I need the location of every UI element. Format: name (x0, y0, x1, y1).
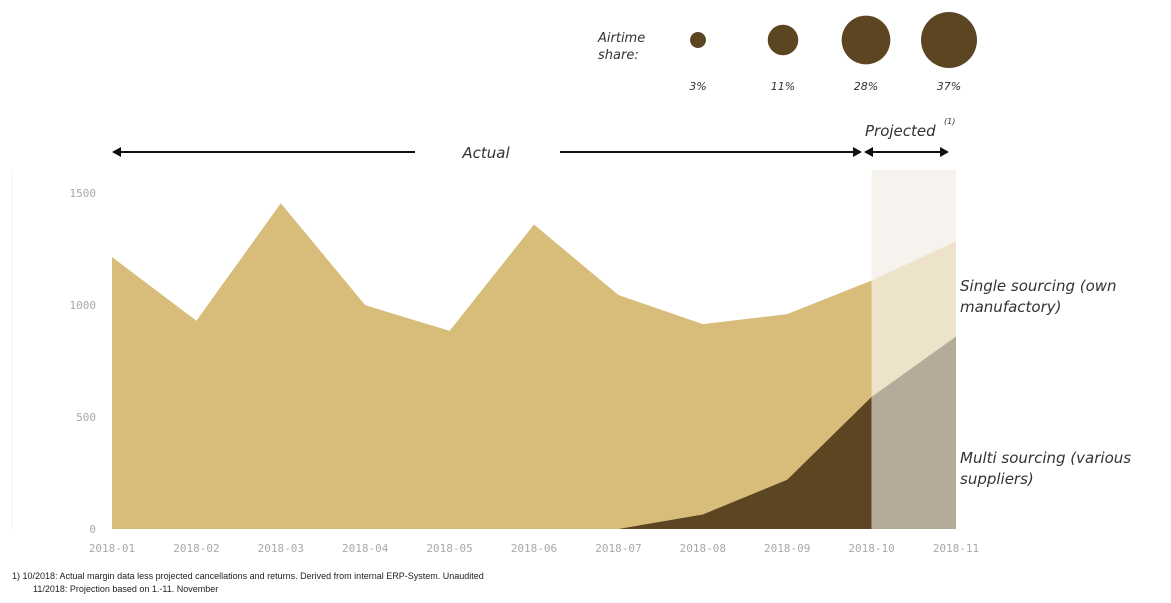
projected-footnote-marker: (1) (944, 117, 955, 126)
x-tick-label: 2018-10 (848, 542, 894, 555)
y-tick-label: 1000 (70, 299, 97, 312)
x-tick-label: 2018-03 (258, 542, 304, 555)
footnote-line2: 11/2018: Projection based on 1.-11. Nove… (33, 584, 218, 594)
x-tick-label: 2018-01 (89, 542, 135, 555)
projected-label: Projected (865, 122, 936, 140)
x-tick-label: 2018-07 (595, 542, 641, 555)
y-tick-label: 500 (76, 411, 96, 424)
multi-sourcing-area-projected (871, 336, 956, 529)
airtime-bubble (921, 12, 977, 68)
x-tick-label: 2018-02 (173, 542, 219, 555)
x-tick-label: 2018-04 (342, 542, 389, 555)
multi-sourcing-area-actual (112, 396, 872, 529)
airtime-bubble-label: 37% (937, 80, 961, 93)
actual-label: Actual (461, 144, 510, 162)
actual-arrow (112, 147, 862, 157)
airtime-bubble (767, 24, 799, 56)
multi-sourcing-label-line1: Multi sourcing (various (960, 449, 1131, 467)
x-tick-label: 2018-06 (511, 542, 557, 555)
x-tick-label: 2018-05 (426, 542, 472, 555)
x-tick-label: 2018-08 (680, 542, 726, 555)
x-tick-label: 2018-11 (933, 542, 979, 555)
y-tick-label: 0 (89, 523, 96, 536)
airtime-bubble-label: 11% (771, 80, 795, 93)
airtime-bubble-label: 3% (689, 80, 706, 93)
airtime-bubble (690, 32, 706, 48)
y-tick-label: 1500 (70, 187, 97, 200)
x-tick-label: 2018-09 (764, 542, 810, 555)
airtime-bubble (841, 15, 891, 65)
projected-arrow (864, 147, 949, 157)
multi-sourcing-label-line2: suppliers) (960, 470, 1034, 488)
single-sourcing-area-actual (112, 203, 872, 529)
single-sourcing-label-line2: manufactory) (960, 298, 1062, 316)
footnote-line1: 1) 10/2018: Actual margin data less proj… (12, 571, 484, 581)
airtime-bubble-label: 28% (854, 80, 878, 93)
plot-area: 0 500 1000 1500 2018-01 2018-02 2018-03 2018-04… (11, 170, 979, 555)
airtime-label-line2: share: (598, 48, 639, 63)
single-sourcing-label-line1: Single sourcing (own (960, 277, 1117, 295)
airtime-label-line1: Airtime (597, 31, 645, 46)
airtime-bubbles: 3% 11% 28% 37% (689, 12, 977, 93)
